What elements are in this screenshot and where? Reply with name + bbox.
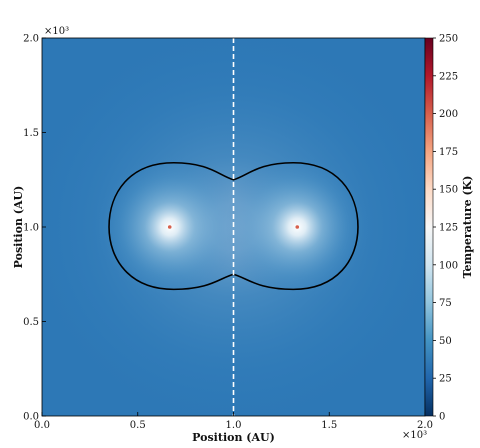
- colorbar-tick-label: 150: [439, 185, 458, 196]
- colorbar-tick-label: 75: [439, 298, 452, 309]
- colorbar: [424, 37, 434, 417]
- colorbar-tick-label: 0: [439, 412, 445, 423]
- colorbar-tick-label: 100: [439, 260, 458, 271]
- y-axis-title: Position (AU): [12, 186, 25, 269]
- source-point: [295, 225, 300, 229]
- x-tick-label: 0.5: [130, 420, 146, 431]
- x-axis-title: Position (AU): [192, 431, 275, 444]
- y-multiplier: ×10³: [44, 26, 69, 37]
- y-tick-label: 0.5: [23, 317, 39, 328]
- x-tick-label: 1.0: [226, 420, 242, 431]
- colorbar-tick-label: 50: [439, 336, 452, 347]
- x-tick-label: 0.0: [34, 420, 50, 431]
- colorbar-tick-label: 250: [439, 34, 458, 45]
- colorbar-tick-label: 225: [439, 71, 458, 82]
- colorbar-title: Temperature (K): [461, 176, 474, 279]
- colorbar-tick-label: 125: [439, 223, 458, 234]
- heatmap-field: [42, 38, 425, 416]
- colorbar-tick-label: 200: [439, 109, 458, 120]
- y-tick-label: 1.5: [23, 128, 39, 139]
- y-tick-label: 2.0: [23, 34, 39, 45]
- x-tick-label: 1.5: [321, 420, 337, 431]
- colorbar-tick-label: 25: [439, 374, 452, 385]
- y-tick-label: 1.0: [23, 223, 39, 234]
- source-point: [167, 225, 172, 229]
- x-multiplier: ×10³: [402, 430, 427, 441]
- colorbar-tick-label: 175: [439, 147, 458, 158]
- x-tick-label: 2.0: [417, 420, 433, 431]
- y-tick-label: 0.0: [23, 412, 39, 423]
